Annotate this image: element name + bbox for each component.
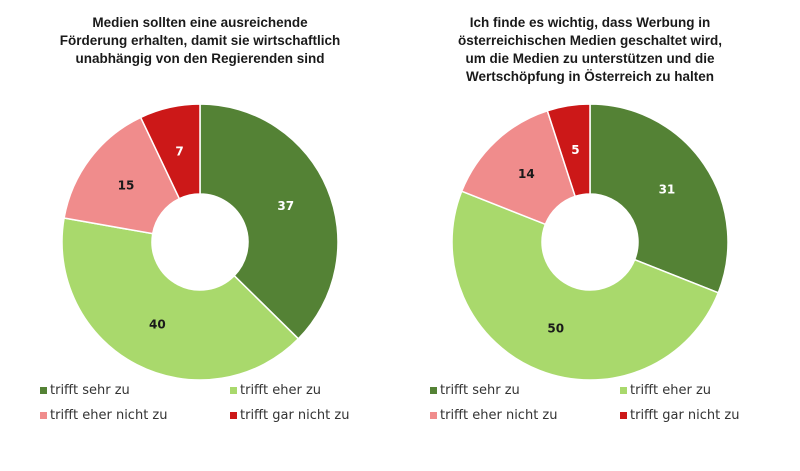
- legend-item: trifft sehr zu: [430, 383, 520, 398]
- legend-label: trifft gar nicht zu: [630, 408, 740, 423]
- legend-item: trifft eher zu: [620, 383, 711, 398]
- donut-segment-trifft-sehr-zu: [199, 103, 339, 340]
- legend-swatch: [430, 412, 437, 419]
- donut-chart: 37 40 15 7: [61, 103, 339, 381]
- donut-segment-trifft-gar-nicht-zu: [546, 103, 591, 198]
- donut-segment-trifft-gar-nicht-zu: [139, 103, 201, 200]
- chart-title: Medien sollten eine ausreichende Förderu…: [59, 15, 341, 66]
- legend-label: trifft eher nicht zu: [440, 408, 558, 423]
- legend-label: trifft sehr zu: [440, 383, 520, 398]
- data-label: 31: [659, 183, 676, 197]
- chart-panel-advertising: Ich finde es wichtig, dass Werbung in ös…: [390, 0, 790, 471]
- legend-label: trifft eher zu: [630, 383, 712, 398]
- legend-item: trifft eher zu: [230, 383, 321, 398]
- legend-label: trifft gar nicht zu: [240, 408, 350, 423]
- chart-title: Ich finde es wichtig, dass Werbung in ös…: [457, 15, 723, 84]
- data-label: 7: [175, 144, 183, 158]
- data-label: 5: [571, 143, 579, 157]
- legend-item: trifft sehr zu: [40, 383, 130, 398]
- data-label: 14: [518, 167, 535, 181]
- donut-segment-trifft-eher-zu: [61, 217, 300, 381]
- legend-swatch: [620, 412, 627, 419]
- donut-segment-trifft-eher-nicht-zu: [460, 109, 577, 226]
- legend-item: trifft eher nicht zu: [430, 408, 557, 423]
- legend-swatch: [40, 412, 47, 419]
- chart-panel-funding: Medien sollten eine ausreichende Förderu…: [40, 15, 349, 423]
- donut-segment-trifft-eher-nicht-zu: [63, 116, 181, 235]
- legend-label: trifft eher nicht zu: [50, 408, 168, 423]
- data-label: 37: [277, 199, 294, 213]
- legend-swatch: [230, 387, 237, 394]
- donut-segment-trifft-eher-zu: [451, 190, 720, 381]
- donut-segment-trifft-sehr-zu: [589, 103, 729, 294]
- data-label: 50: [547, 321, 564, 335]
- legend-item: trifft gar nicht zu: [620, 408, 739, 423]
- legend-label: trifft sehr zu: [50, 383, 130, 398]
- legend-swatch: [230, 412, 237, 419]
- donut-chart: 31 50 14 5: [451, 103, 729, 381]
- legend-item: trifft gar nicht zu: [230, 408, 349, 423]
- data-label: 15: [118, 179, 135, 193]
- legend-swatch: [430, 387, 437, 394]
- legend-item: trifft eher nicht zu: [40, 408, 167, 423]
- legend-swatch: [620, 387, 627, 394]
- data-label: 40: [149, 318, 166, 332]
- legend-swatch: [40, 387, 47, 394]
- legend-label: trifft eher zu: [240, 383, 322, 398]
